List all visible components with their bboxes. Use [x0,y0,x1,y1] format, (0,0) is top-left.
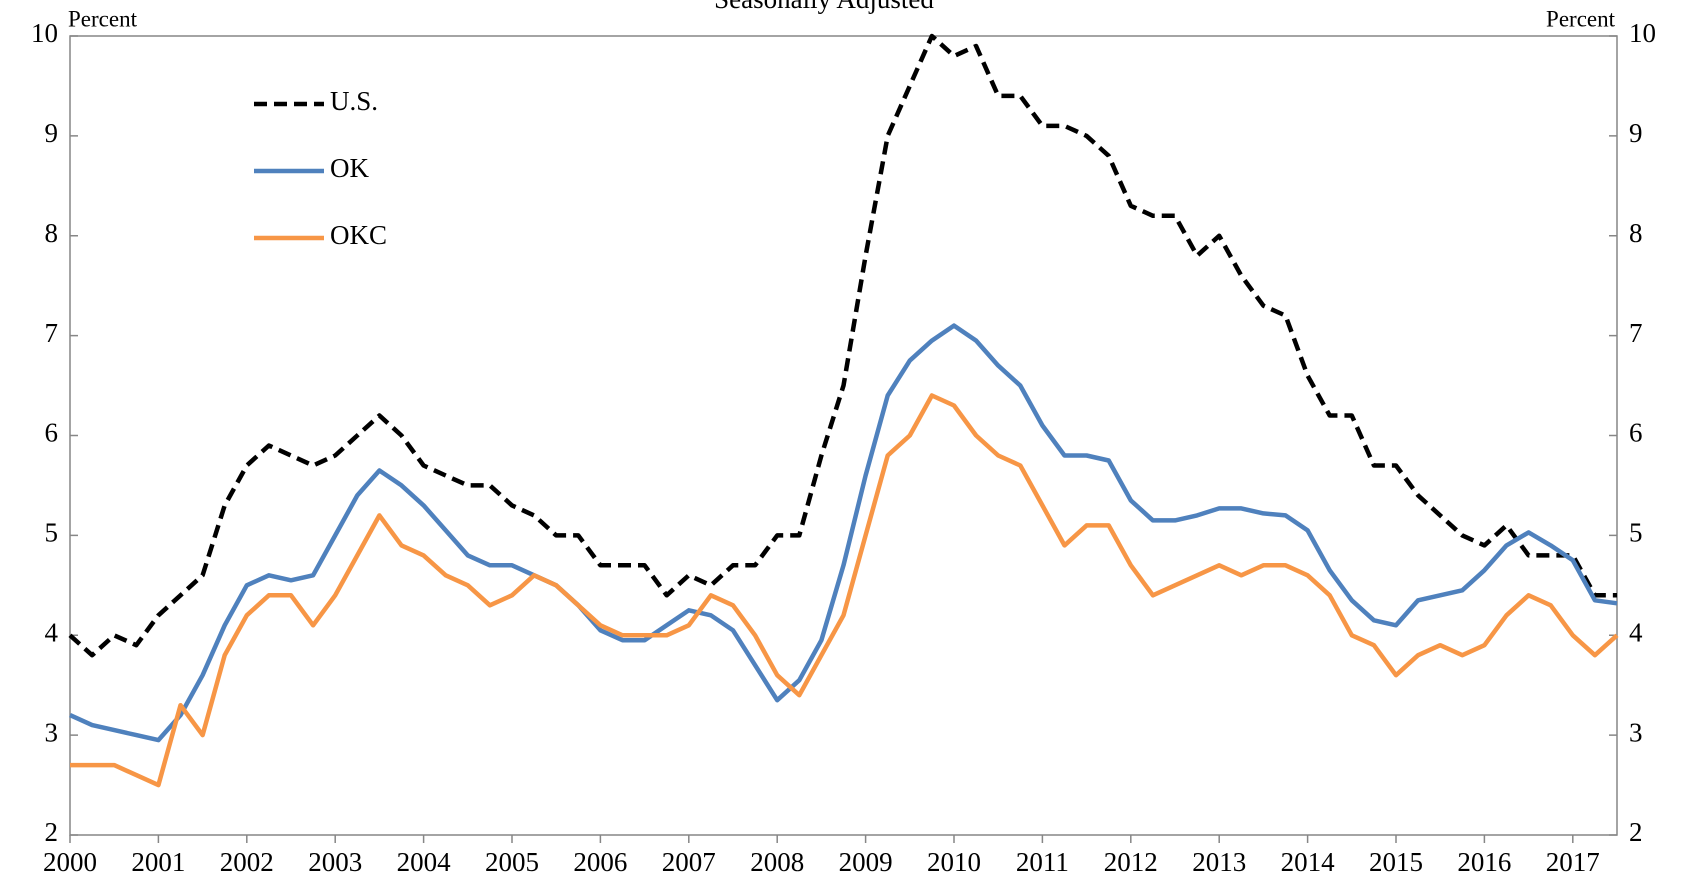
y2-tick-label: 5 [1629,518,1643,548]
series-line [70,393,1619,788]
y2-tick-label: 4 [1629,617,1643,647]
y-tick-label: 9 [45,118,59,148]
y-axis-label: Percent [68,6,138,31]
x-tick-label: 2001 [131,847,185,877]
y2-tick-label: 7 [1629,318,1643,348]
y-tick-label: 6 [45,418,59,448]
x-tick-label: 2003 [308,847,362,877]
y2-tick-label: 10 [1629,18,1656,48]
x-tick-label: 2011 [1016,847,1069,877]
x-tick-label: 2014 [1281,847,1336,877]
y-tick-label: 10 [31,18,58,48]
x-tick-label: 2012 [1104,847,1158,877]
legend-label: U.S. [330,86,378,116]
x-tick-label: 2016 [1457,847,1511,877]
x-tick-label: 2008 [750,847,804,877]
series-line [68,33,1617,658]
y2-tick-label: 9 [1629,118,1643,148]
y2-tick-label: 6 [1629,418,1643,448]
x-tick-label: 2000 [43,847,97,877]
x-tick-label: 2007 [662,847,716,877]
series-line [69,323,1618,743]
y2-tick-label: 8 [1629,218,1643,248]
x-tick-label: 2015 [1369,847,1423,877]
y2-axis-label: Percent [1546,6,1616,31]
x-tick-label: 2006 [573,847,627,877]
y-tick-label: 7 [45,318,59,348]
chart-subtitle: Seasonally Adjusted [714,0,934,14]
legend-label: OKC [330,220,387,250]
y-tick-label: 4 [45,617,59,647]
x-tick-label: 2013 [1192,847,1246,877]
x-tick-label: 2004 [397,847,452,877]
y-tick-label: 5 [45,518,59,548]
y-tick-label: 8 [45,218,59,248]
x-tick-label: 2009 [839,847,893,877]
x-tick-label: 2002 [220,847,274,877]
y-tick-label: 2 [45,817,59,847]
x-tick-label: 2017 [1546,847,1600,877]
x-tick-label: 2005 [485,847,539,877]
legend-label: OK [330,153,369,183]
x-tick-label: 2010 [927,847,981,877]
y-tick-label: 3 [45,717,59,747]
y2-tick-label: 3 [1629,717,1643,747]
plot-frame [69,35,1618,836]
y2-tick-label: 2 [1629,817,1643,847]
